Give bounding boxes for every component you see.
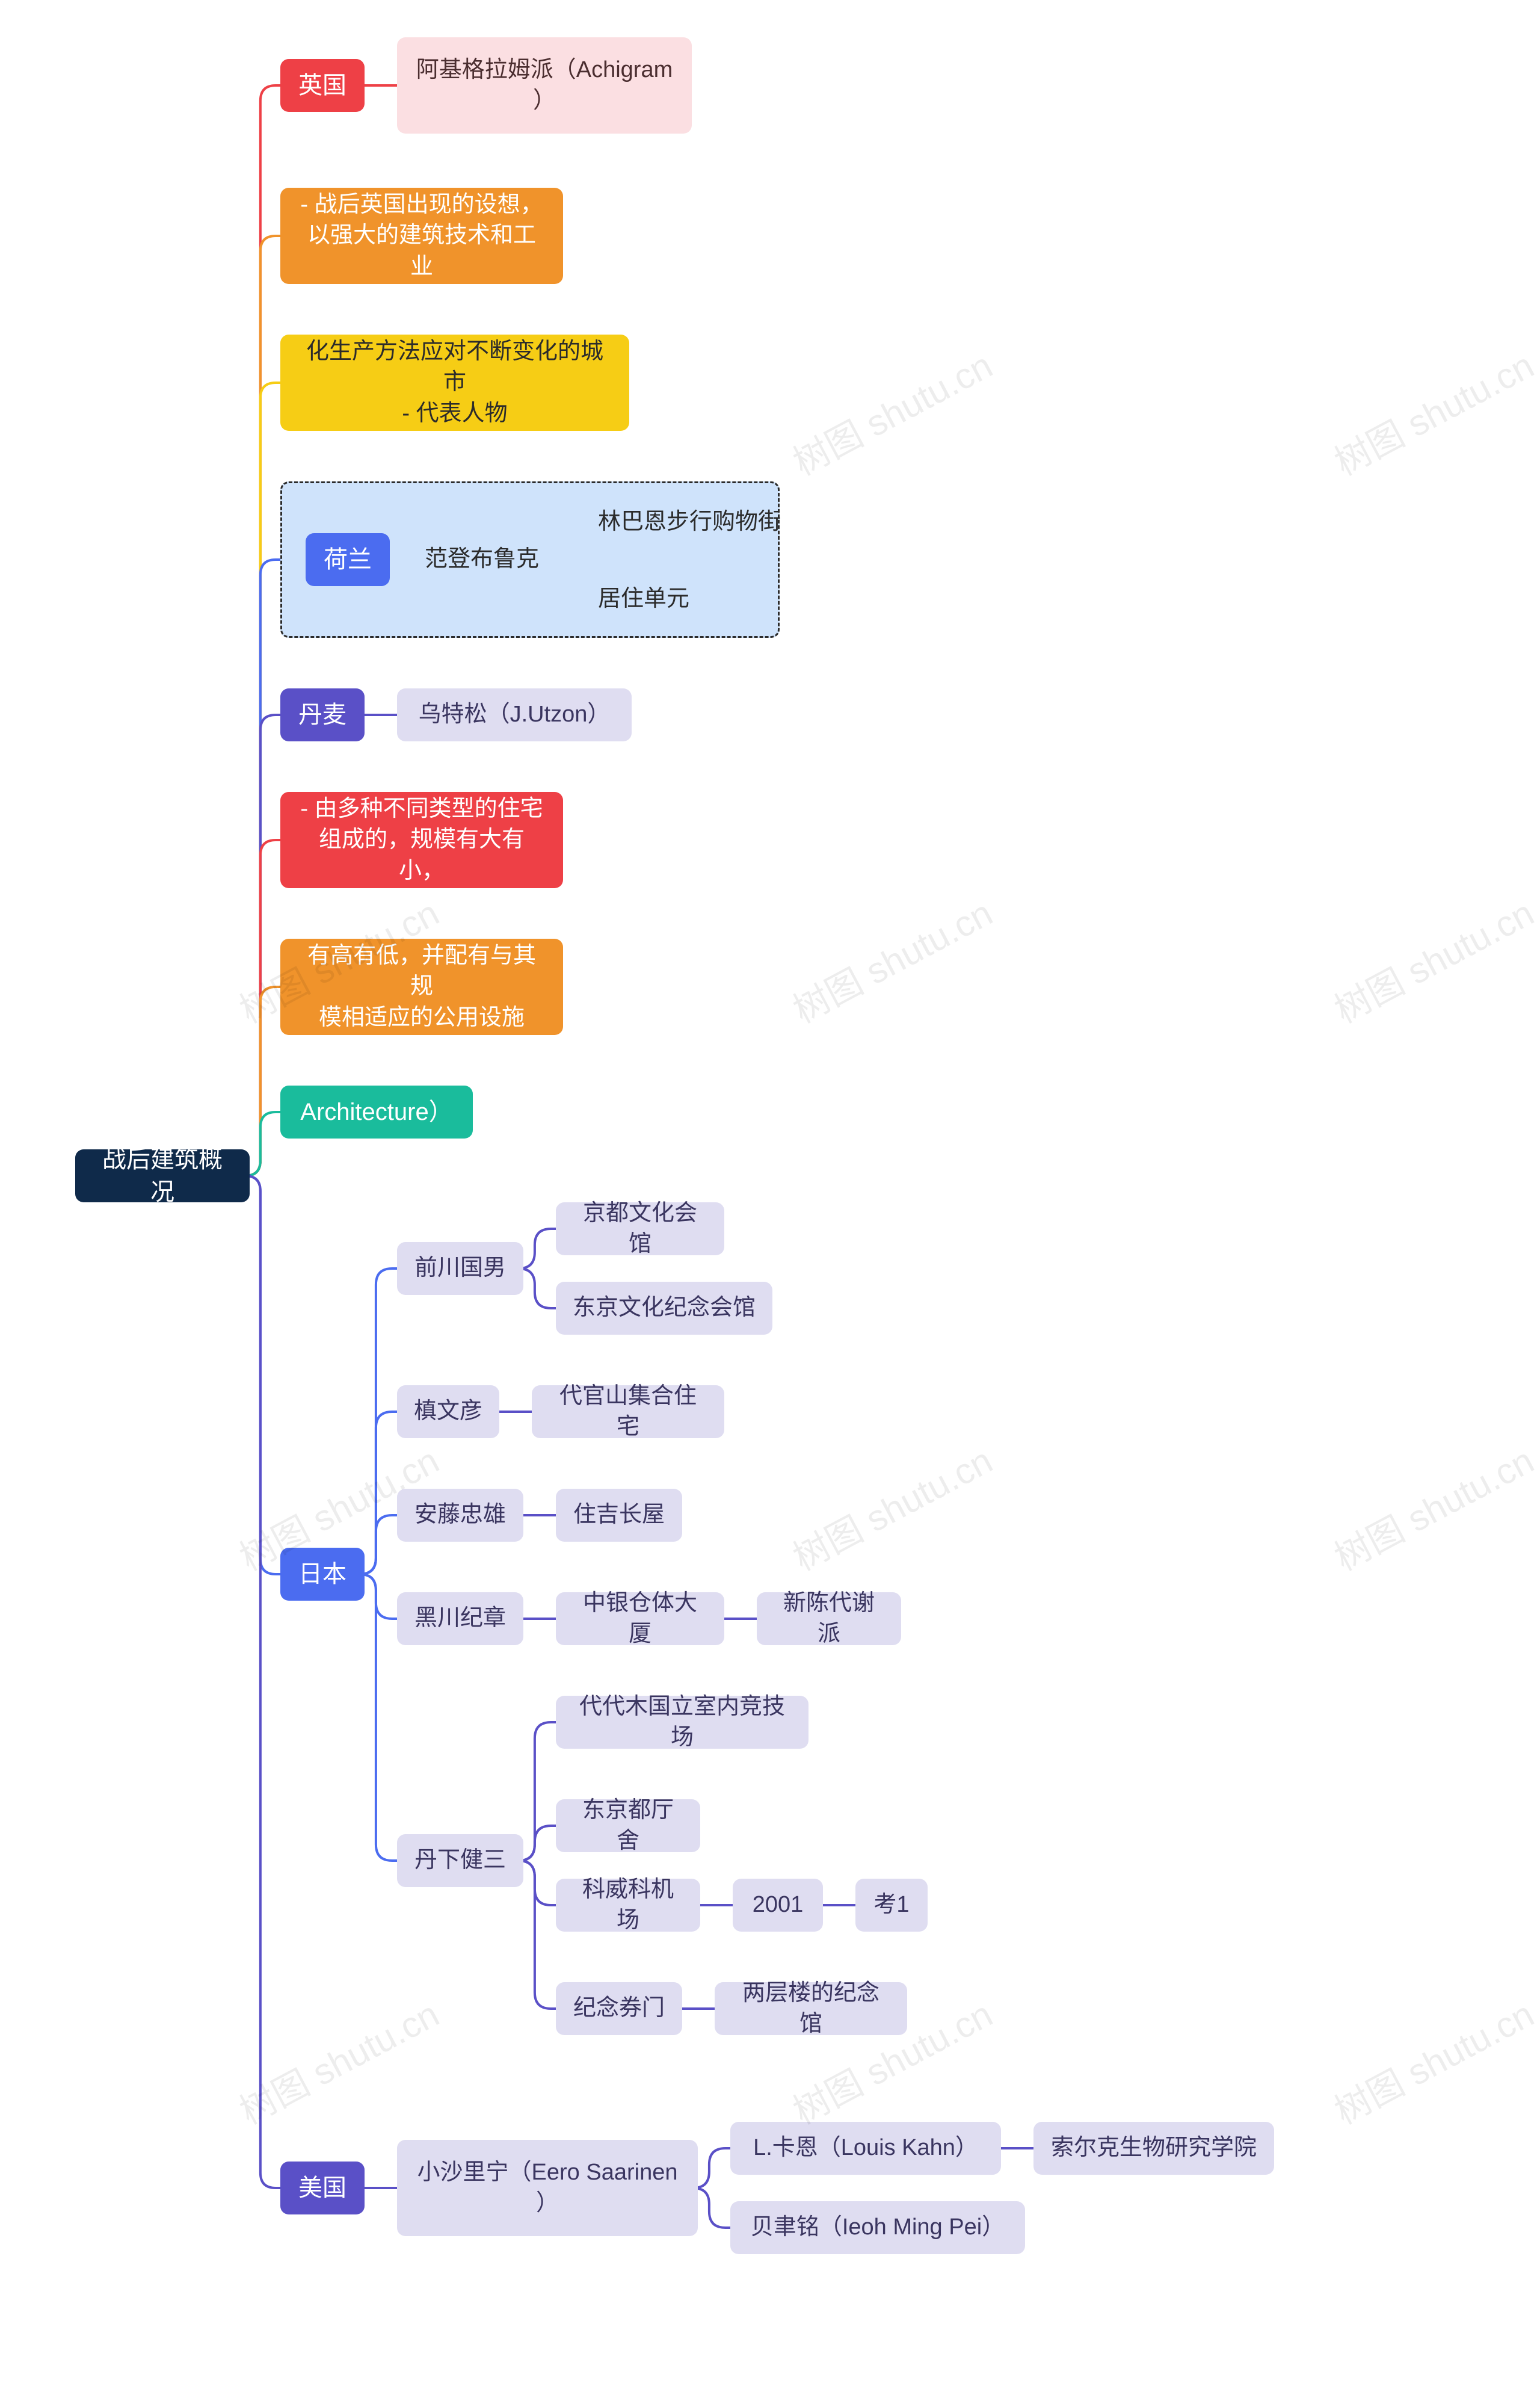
node-label: 新陈代谢派 xyxy=(774,1588,884,1650)
node-us_kahn: L.卡恩（Louis Kahn） xyxy=(730,2122,1001,2175)
node-label: L.卡恩（Louis Kahn） xyxy=(753,2133,978,2163)
node-label: 索尔克生物研究学院 xyxy=(1051,2133,1257,2163)
node-root: 战后建筑概况 xyxy=(75,1149,250,1202)
watermark: 树图 shutu.cn xyxy=(229,1986,447,2134)
node-label: 安藤忠雄 xyxy=(414,1500,506,1530)
node-label: 中银仓体大厦 xyxy=(573,1588,707,1650)
watermark: 树图 shutu.cn xyxy=(783,885,1000,1033)
node-jp_mk_w: 代官山集合住宅 xyxy=(532,1385,724,1438)
node-label: 荷兰 xyxy=(324,543,372,576)
node-label: 科威科机场 xyxy=(573,1874,683,1936)
node-jp_t_w3c: 考1 xyxy=(855,1879,928,1932)
node-label: 东京文化纪念会馆 xyxy=(573,1293,756,1323)
node-label: 乌特松（J.Utzon） xyxy=(419,699,611,730)
node-arch: Architecture） xyxy=(280,1086,473,1139)
node-orange1: - 战后英国出现的设想， 以强大的建筑技术和工业 xyxy=(280,188,563,284)
watermark: 树图 shutu.cn xyxy=(1324,1986,1540,2134)
node-label: 日本 xyxy=(298,1558,346,1590)
watermark: 树图 shutu.cn xyxy=(783,1432,1000,1581)
node-label: 林巴恩步行购物街 xyxy=(598,507,781,537)
node-label: 京都文化会馆 xyxy=(573,1198,707,1260)
node-us_kahn_w: 索尔克生物研究学院 xyxy=(1033,2122,1274,2175)
node-label: 化生产方法应对不断变化的城市 - 代表人物 xyxy=(297,336,612,429)
node-label: 美国 xyxy=(298,2172,346,2204)
node-nl_person: 范登布鲁克 xyxy=(425,537,563,583)
node-jp_ando: 安藤忠雄 xyxy=(397,1489,523,1542)
node-jp_kuro_s: 新陈代谢派 xyxy=(757,1592,901,1645)
node-uk_ach: 阿基格拉姆派（Achigram ） xyxy=(397,37,692,134)
node-jp_kuro_w: 中银仓体大厦 xyxy=(556,1592,724,1645)
node-label: 东京都厅舍 xyxy=(573,1795,683,1857)
node-orange2: 有高有低，并配有与其规 模相适应的公用设施 xyxy=(280,939,563,1035)
node-jp_ando_w: 住吉长屋 xyxy=(556,1489,682,1542)
node-label: 2001 xyxy=(753,1890,804,1920)
node-label: 英国 xyxy=(298,69,346,102)
node-label: 前川国男 xyxy=(414,1253,506,1284)
node-label: 丹下健三 xyxy=(414,1845,506,1876)
node-label: 有高有低，并配有与其规 模相适应的公用设施 xyxy=(297,941,546,1033)
node-jp_mk_w2: 东京文化纪念会馆 xyxy=(556,1282,772,1335)
mindmap-canvas: 战后建筑概况 英国 阿基格拉姆派（Achigram ） - 战后英国出现的设想， 以… xyxy=(0,0,1540,2398)
node-label: 战后建筑概况 xyxy=(92,1143,233,1208)
node-label: 居住单元 xyxy=(598,584,689,614)
node-label: 范登布鲁克 xyxy=(425,544,539,575)
node-nl_work2: 居住单元 xyxy=(598,576,718,622)
node-yellow1: 化生产方法应对不断变化的城市 - 代表人物 xyxy=(280,335,629,431)
watermark: 树图 shutu.cn xyxy=(783,337,1000,486)
node-label: 黑川纪章 xyxy=(414,1603,506,1634)
node-us_saar: 小沙里宁（Eero Saarinen ） xyxy=(397,2140,698,2236)
node-jp_t_w4b: 两层楼的纪念馆 xyxy=(715,1982,907,2035)
watermark: 树图 shutu.cn xyxy=(1324,1432,1540,1581)
node-jp_kuro: 黑川纪章 xyxy=(397,1592,523,1645)
watermark: 树图 shutu.cn xyxy=(1324,885,1540,1033)
node-us: 美国 xyxy=(280,2162,365,2214)
node-label: 阿基格拉姆派（Achigram ） xyxy=(416,55,673,117)
node-uk: 英国 xyxy=(280,59,365,112)
node-nl: 荷兰 xyxy=(306,533,390,586)
node-label: 两层楼的纪念馆 xyxy=(732,1978,890,2040)
node-jp_tange: 丹下健三 xyxy=(397,1834,523,1887)
node-label: 纪念券门 xyxy=(573,1993,665,2024)
node-jp_maki: 槙文彦 xyxy=(397,1385,499,1438)
node-label: 贝聿铭（Ieoh Ming Pei） xyxy=(751,2212,1005,2243)
node-label: - 战后英国出现的设想， 以强大的建筑技术和工业 xyxy=(297,190,546,282)
node-jp_t_w1: 代代木国立室内竞技场 xyxy=(556,1696,808,1749)
node-jp_t_w4: 纪念券门 xyxy=(556,1982,682,2035)
node-dk_utzon: 乌特松（J.Utzon） xyxy=(397,688,632,741)
node-label: 住吉长屋 xyxy=(573,1500,665,1530)
node-jp_t_w3b: 2001 xyxy=(733,1879,823,1932)
node-label: 代官山集合住宅 xyxy=(549,1381,707,1443)
node-jp_maekawa: 前川国男 xyxy=(397,1242,523,1295)
node-jp_t_w3: 科威科机场 xyxy=(556,1879,700,1932)
node-label: 槙文彦 xyxy=(414,1396,482,1427)
node-red2: - 由多种不同类型的住宅 组成的，规模有大有小， xyxy=(280,792,563,888)
node-label: 小沙里宁（Eero Saarinen ） xyxy=(417,2157,678,2219)
node-jp_mk_w1: 京都文化会馆 xyxy=(556,1202,724,1255)
node-label: - 由多种不同类型的住宅 组成的，规模有大有小， xyxy=(297,794,546,886)
node-label: Architecture） xyxy=(300,1096,452,1128)
watermark: 树图 shutu.cn xyxy=(1324,337,1540,486)
node-label: 考1 xyxy=(873,1890,909,1920)
node-nl_work1: 林巴恩步行购物街 xyxy=(598,499,784,545)
node-label: 丹麦 xyxy=(298,699,346,731)
node-label: 代代木国立室内竞技场 xyxy=(573,1692,792,1754)
node-jp: 日本 xyxy=(280,1548,365,1601)
node-us_pei: 贝聿铭（Ieoh Ming Pei） xyxy=(730,2201,1025,2254)
node-dk: 丹麦 xyxy=(280,688,365,741)
node-jp_t_w2: 东京都厅舍 xyxy=(556,1799,700,1852)
